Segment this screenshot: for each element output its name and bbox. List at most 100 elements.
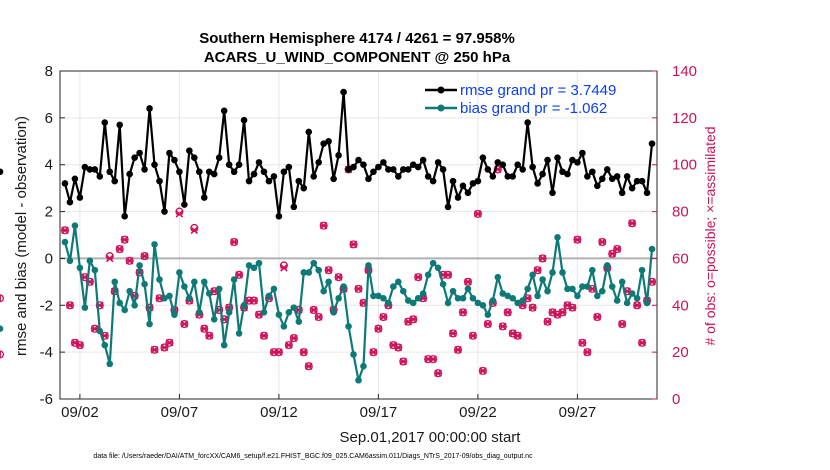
rmse-point xyxy=(350,163,357,171)
bias-point xyxy=(390,283,397,290)
rmse-point xyxy=(395,173,402,180)
bias-point xyxy=(86,257,94,265)
rmse-point xyxy=(564,170,571,178)
rmse-point xyxy=(146,105,153,112)
bias-point xyxy=(514,299,521,307)
assimilated-obs-point xyxy=(280,264,288,272)
rmse-point xyxy=(235,161,243,169)
bias-point xyxy=(96,327,104,335)
assimilated-obs-point xyxy=(319,221,328,230)
possible-obs-point xyxy=(65,301,74,310)
x-tick-label: 09/22 xyxy=(459,404,497,421)
rmse-point xyxy=(454,194,462,201)
bias-point xyxy=(414,294,422,302)
rmse-point xyxy=(285,163,293,171)
bias-point xyxy=(200,278,208,286)
bias-point xyxy=(380,294,387,302)
rmse-point xyxy=(335,152,342,159)
assimilated-obs-point xyxy=(379,313,388,321)
assimilated-obs-point xyxy=(230,238,238,246)
data-file-footnote: data file: /Users/raeder/DAI/ATM_forcXX/… xyxy=(93,453,533,460)
rmse-point xyxy=(0,168,4,176)
bias-point xyxy=(210,316,218,323)
bias-point xyxy=(186,294,193,302)
bias-point xyxy=(101,341,109,349)
assimilated-obs-point xyxy=(474,210,482,218)
rmse-point xyxy=(111,177,119,185)
rmse-point xyxy=(355,156,362,164)
bias-point xyxy=(534,292,541,300)
rmse-point xyxy=(603,166,611,173)
rmse-point xyxy=(260,168,268,176)
possible-obs-point xyxy=(414,273,423,282)
bias-point xyxy=(370,292,377,300)
assimilated-obs-point xyxy=(578,339,587,347)
possible-obs-point xyxy=(503,308,512,317)
bias-point xyxy=(245,262,253,269)
bias-point xyxy=(161,294,168,302)
possible-obs-point xyxy=(498,322,507,331)
assimilated-obs-point xyxy=(354,285,363,293)
assimilated-obs-point xyxy=(394,343,403,352)
bias-point xyxy=(399,287,407,295)
possible-obs-point xyxy=(463,277,473,286)
assimilated-obs-point xyxy=(499,322,507,331)
bias-point xyxy=(385,299,392,307)
bias-point xyxy=(594,292,601,300)
possible-obs-point xyxy=(478,366,487,375)
bias-point xyxy=(549,269,556,276)
bias-point xyxy=(638,266,646,274)
bias-point xyxy=(76,264,84,272)
y-right-tick-label: 140 xyxy=(672,63,697,80)
bias-point xyxy=(584,283,591,290)
rmse-point xyxy=(584,173,591,180)
y-tick-label: -2 xyxy=(40,297,53,314)
bias-point xyxy=(205,290,213,297)
rmse-point xyxy=(579,149,586,157)
possible-obs-point xyxy=(85,277,94,286)
assimilated-obs-point xyxy=(444,271,452,279)
rmse-point xyxy=(469,180,477,187)
rmse-point xyxy=(121,212,128,220)
assimilated-obs-point xyxy=(628,219,636,228)
rmse-point xyxy=(434,159,442,166)
rmse-point xyxy=(360,161,367,169)
rmse-point xyxy=(643,189,651,197)
rmse-point xyxy=(240,116,248,124)
rmse-point xyxy=(424,173,432,180)
bias-series xyxy=(0,222,656,384)
rmse-point xyxy=(181,201,188,208)
rmse-point xyxy=(200,194,208,201)
bias-point xyxy=(340,283,347,290)
possible-obs-point xyxy=(180,319,189,329)
bias-point xyxy=(61,238,69,246)
bias-point xyxy=(434,264,442,272)
rmse-point xyxy=(594,182,601,190)
rmse-point xyxy=(81,163,89,171)
bias-point xyxy=(375,292,382,300)
assimilated-obs-point xyxy=(618,320,626,328)
bias-point xyxy=(116,299,123,307)
rmse-point xyxy=(608,175,616,183)
possible-obs-point xyxy=(354,284,363,293)
bias-point xyxy=(429,259,437,267)
bias-point xyxy=(608,283,616,290)
possible-obs-point xyxy=(259,331,269,340)
rmse-point xyxy=(509,173,517,180)
bias-point xyxy=(290,304,298,311)
y-axis-right-label: # of obs: o=possible; ×=assimilated xyxy=(702,126,718,345)
assimilated-obs-point xyxy=(533,266,542,274)
plot-frame xyxy=(59,70,658,400)
bias-point xyxy=(544,287,551,295)
rmse-series xyxy=(0,88,656,220)
bias-point xyxy=(126,287,133,295)
assimilated-obs-point xyxy=(324,266,333,274)
bias-point xyxy=(395,278,402,286)
x-tick-label: 09/02 xyxy=(61,404,99,421)
rmse-point xyxy=(529,163,536,171)
possible-obs-point xyxy=(483,319,492,329)
rmse-point xyxy=(439,166,447,173)
bias-point xyxy=(255,259,263,267)
bias-point xyxy=(494,273,502,281)
